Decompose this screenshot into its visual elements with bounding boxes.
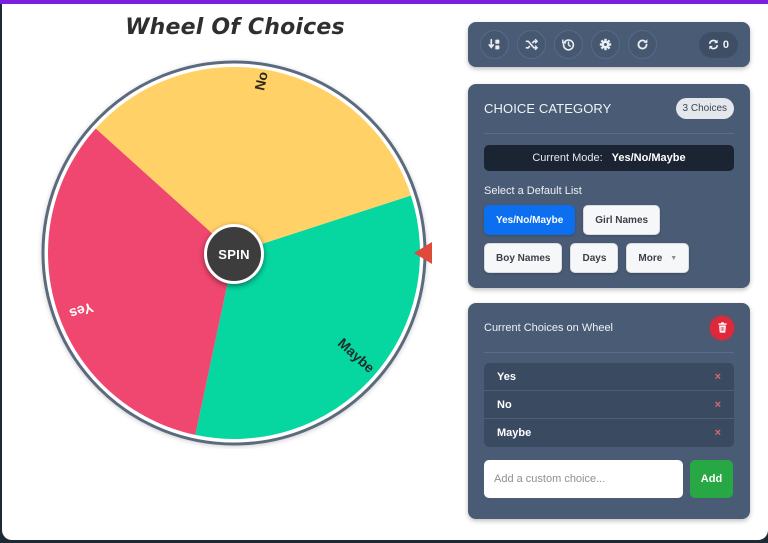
- wheel-label-yes: Yes: [67, 299, 95, 322]
- more-label: More: [638, 252, 663, 264]
- mode-label: Current Mode:: [532, 152, 603, 164]
- chevron-down-icon: ▼: [670, 254, 678, 262]
- preset-yes-no-maybe[interactable]: Yes/No/Maybe: [484, 205, 576, 235]
- wheel-pointer-icon: [414, 242, 432, 264]
- history-button[interactable]: [554, 30, 583, 59]
- category-header: CHOICE CATEGORY 3 Choices: [484, 84, 734, 134]
- choice-item: Yes ×: [484, 363, 734, 391]
- clear-all-button[interactable]: [710, 315, 734, 340]
- choice-category-panel: CHOICE CATEGORY 3 Choices Current Mode: …: [468, 84, 750, 288]
- remove-choice-icon[interactable]: ×: [714, 427, 721, 439]
- choice-count-badge: 3 Choices: [675, 98, 734, 119]
- toolbar: 0: [468, 22, 750, 67]
- current-choices-panel: Current Choices on Wheel Yes × No × Mayb…: [468, 303, 750, 519]
- history-icon: [562, 39, 575, 51]
- mode-value: Yes/No/Maybe: [611, 152, 686, 164]
- page-title: Wheel Of Choices: [125, 15, 345, 40]
- choice-item: No ×: [484, 391, 734, 419]
- choice-label: Maybe: [497, 427, 532, 439]
- custom-choice-input[interactable]: [484, 460, 683, 498]
- preset-girl-names[interactable]: Girl Names: [583, 205, 661, 235]
- gear-icon: [599, 38, 612, 51]
- preset-list: Yes/No/Maybe Girl Names Boy Names Days M…: [484, 205, 734, 273]
- spin-button[interactable]: SPIN: [204, 224, 264, 284]
- current-mode-bar: Current Mode: Yes/No/Maybe: [484, 145, 734, 171]
- wheel-segment-no: [95, 66, 411, 253]
- category-title: CHOICE CATEGORY: [484, 101, 612, 116]
- choice-label: No: [497, 398, 512, 411]
- shuffle-button[interactable]: [517, 30, 546, 59]
- wheel-label-no: No: [251, 70, 271, 92]
- wheel[interactable]: Maybe Yes No SPIN: [38, 57, 430, 449]
- remove-choice-icon[interactable]: ×: [714, 370, 721, 383]
- spin-count-value: 0: [722, 38, 729, 51]
- default-list-label: Select a Default List: [484, 185, 582, 197]
- add-choice-button[interactable]: Add: [690, 460, 733, 498]
- spin-counter: 0: [698, 31, 738, 58]
- remove-choice-icon[interactable]: ×: [714, 398, 721, 411]
- sort-button[interactable]: [480, 30, 509, 59]
- shuffle-icon: [525, 38, 538, 51]
- redo-icon: [637, 39, 648, 50]
- trash-icon: [717, 322, 727, 333]
- wheel-segment-yes: [48, 128, 234, 435]
- choice-label: Yes: [497, 370, 516, 383]
- sort-icon: [488, 38, 500, 50]
- reset-button[interactable]: [628, 30, 657, 59]
- preset-boy-names[interactable]: Boy Names: [484, 243, 563, 273]
- sync-icon: [708, 39, 718, 50]
- choice-item: Maybe ×: [484, 419, 734, 447]
- choices-title: Current Choices on Wheel: [484, 321, 614, 334]
- wheel-graphic: Maybe Yes No: [41, 60, 427, 446]
- preset-days[interactable]: Days: [570, 243, 619, 273]
- add-choice-row: Add: [484, 460, 734, 498]
- choice-list: Yes × No × Maybe ×: [484, 363, 734, 447]
- preset-more-dropdown[interactable]: More ▼: [626, 243, 690, 273]
- settings-button[interactable]: [591, 30, 620, 59]
- choices-header: Current Choices on Wheel: [484, 303, 734, 353]
- top-accent-bar: [0, 0, 768, 4]
